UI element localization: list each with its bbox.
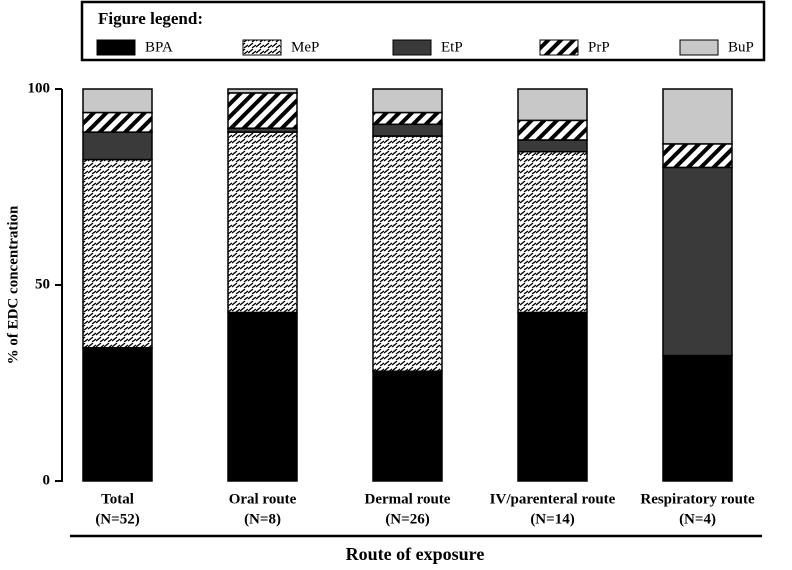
legend-swatch — [392, 39, 432, 56]
x-axis-label: Route of exposure — [346, 544, 485, 564]
x-tick-label: (N=26) — [385, 511, 429, 527]
bar-segment — [82, 111, 153, 133]
bar-segment — [517, 88, 588, 122]
bar-segment — [517, 150, 588, 314]
bar-segment — [227, 92, 298, 129]
legend-swatch — [679, 39, 719, 56]
bar-segment — [82, 88, 153, 114]
bar-segment — [662, 143, 733, 169]
bar-segment — [372, 370, 443, 482]
x-tick-label: Dermal route — [365, 491, 451, 507]
legend-label: PrP — [588, 39, 610, 55]
legend-swatch — [242, 39, 282, 56]
bar-segment — [82, 346, 153, 482]
legend-box — [80, 0, 766, 62]
bar-segment — [662, 88, 733, 145]
bar-segment — [372, 135, 443, 372]
legend-swatch — [96, 39, 136, 56]
legend-title: Figure legend: — [98, 9, 203, 28]
bar-segment — [372, 88, 443, 114]
y-axis-label: % of EDC concentration — [5, 205, 21, 364]
bar-segment — [517, 139, 588, 153]
y-tick-label: 0 — [43, 472, 51, 488]
bar-segment — [82, 158, 153, 349]
x-tick-label: Oral route — [229, 491, 297, 507]
x-tick-label: Total — [101, 491, 134, 507]
bar-segment — [662, 354, 733, 482]
legend-label: EtP — [441, 39, 463, 55]
x-tick-label: (N=8) — [244, 511, 281, 527]
bar-segment — [662, 166, 733, 357]
legend-label: BPA — [145, 39, 173, 55]
legend-swatch — [539, 39, 579, 56]
bar-segment — [227, 131, 298, 314]
bar-segment — [372, 123, 443, 137]
x-tick-label: Respiratory route — [640, 491, 755, 507]
legend-label: MeP — [291, 39, 319, 55]
x-tick-label: (N=52) — [95, 511, 139, 527]
y-tick-label: 50 — [35, 276, 50, 292]
y-tick-label: 100 — [28, 80, 51, 96]
bar-segment — [517, 311, 588, 482]
bar-segment — [517, 119, 588, 141]
bar-segment — [372, 111, 443, 126]
x-tick-label: (N=4) — [679, 511, 716, 527]
bar-segment — [227, 88, 298, 94]
x-tick-label: (N=14) — [530, 511, 574, 527]
legend-label: BuP — [728, 39, 754, 55]
bar-segment — [227, 311, 298, 482]
x-tick-label: IV/parenteral route — [490, 491, 616, 507]
bar-segment — [82, 131, 153, 161]
